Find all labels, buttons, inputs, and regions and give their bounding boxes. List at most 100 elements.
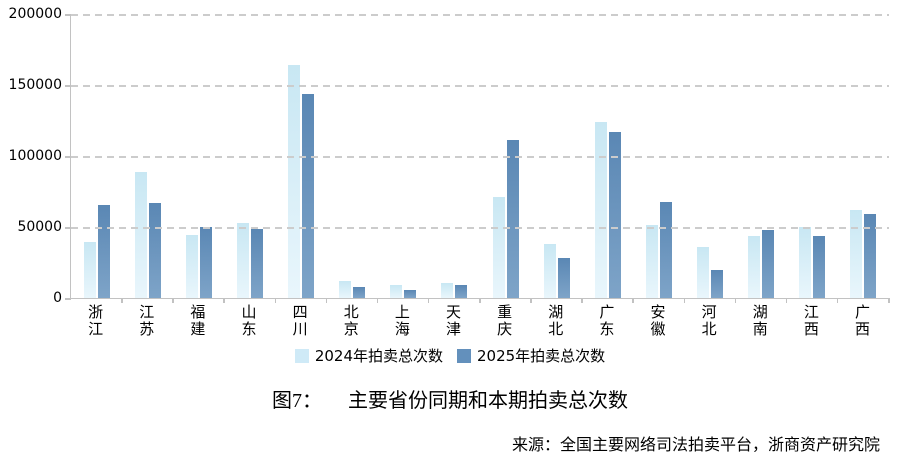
x-axis-label-cell: 广东 [581,304,632,338]
x-axis-label-cell: 上海 [377,304,428,338]
bar-2025 [557,257,570,298]
x-axis-label-cell: 天津 [428,304,479,338]
bar-2025 [148,202,161,298]
bar-group [71,204,122,298]
bar-group [378,284,429,298]
x-axis-labels: 浙江 江苏 福建 山东 四川 北京 上海 天津 重庆 湖北 广东 安徽 河北 湖南 江西 广西 [70,304,888,338]
bar-group [173,227,224,298]
x-axis-tick [427,298,430,303]
bar-2025 [455,285,468,298]
bar-2024 [288,65,301,298]
x-axis-label: 天津 [445,303,461,338]
x-axis-label-cell: 浙江 [70,304,121,338]
bar-group [787,227,838,298]
x-axis-label: 北京 [343,303,359,338]
y-axis-label: 200000 [8,6,62,22]
x-axis-label-cell: 四川 [275,304,326,338]
caption-number: 图7： [272,390,322,412]
x-axis-tick [888,298,890,303]
bar-2025 [608,131,621,298]
x-axis-tick [581,298,583,303]
bar-group [276,65,327,298]
bar-group [633,202,684,298]
bar-group [327,281,378,298]
y-axis-label: 0 [53,290,62,306]
legend-label-2025: 2025年拍卖总次数 [477,347,606,365]
bar-2024 [850,210,863,298]
source-note: 来源：全国主要网络司法拍卖平台，浙商资产研究院 [511,437,880,454]
x-axis-label: 浙江 [88,303,104,338]
legend: 2024年拍卖总次数 2025年拍卖总次数 [0,345,900,366]
caption-title: 主要省份同期和本期拍卖总次数 [348,390,628,412]
x-axis-label: 湖北 [548,303,564,338]
x-axis-tick [836,298,839,303]
y-axis-label: 50000 [17,219,62,235]
x-axis-label: 上海 [394,303,410,338]
x-axis-label: 福建 [190,303,206,338]
x-axis-tick [376,298,379,303]
bar-2024 [594,121,607,298]
x-axis-label-cell: 河北 [684,304,735,338]
x-axis-label: 广西 [854,303,870,338]
y-axis-label: 150000 [8,77,62,93]
x-axis-label: 河北 [701,303,717,338]
bar-2025 [250,229,263,298]
bar-group [838,210,889,298]
bars-row [71,14,889,298]
bar-group [429,282,480,298]
bar-2024 [492,196,505,298]
bar-2025 [404,289,417,298]
legend-swatch-2025-icon [457,348,471,363]
x-axis-label-cell: 重庆 [479,304,530,338]
y-axis-tick [65,227,71,229]
x-axis-tick [734,298,737,303]
x-axis-label-cell: 江西 [786,304,837,338]
y-axis-tick [65,156,71,158]
x-axis-label-cell: 福建 [172,304,223,338]
bar-2025 [302,94,315,298]
x-axis-label: 江苏 [139,303,155,338]
legend-label-2024: 2024年拍卖总次数 [314,347,443,365]
y-axis-tick [65,14,71,16]
x-axis-tick [479,298,481,303]
legend-item-2024: 2024年拍卖总次数 [294,345,443,366]
x-axis-label-cell: 湖南 [735,304,786,338]
y-axis-tick [65,298,71,300]
bar-2025 [762,230,775,298]
gridline [71,156,889,158]
y-axis-tick [65,85,71,87]
x-axis-label: 四川 [292,303,308,338]
bar-2025 [353,287,366,298]
gridline [71,85,889,87]
bar-2024 [339,281,352,298]
bar-group [122,172,173,298]
x-axis-tick [325,298,328,303]
legend-swatch-2024-icon [294,348,309,363]
bar-2024 [83,241,96,298]
x-axis-tick [785,298,788,303]
bar-2024 [799,227,812,298]
bar-2024 [441,282,454,298]
x-axis-label-cell: 广西 [837,304,888,338]
bar-2024 [134,172,147,298]
bar-2025 [659,202,672,298]
bar-2024 [748,235,761,298]
bar-2024 [390,284,403,298]
bar-2025 [97,204,110,298]
bar-group [224,222,275,298]
x-axis-tick [274,298,276,303]
bar-2025 [813,236,826,298]
x-axis-label: 重庆 [497,303,513,338]
figure-caption: 图7： 主要省份同期和本期拍卖总次数 [0,384,900,413]
bar-2025 [864,214,877,298]
x-axis-label: 山东 [241,303,257,338]
bar-2024 [645,224,658,298]
bar-2025 [506,139,519,298]
x-axis-label: 江西 [803,303,819,338]
gridline [71,227,889,229]
bar-2024 [185,234,198,298]
x-axis-tick [683,298,685,303]
gridline [71,14,889,16]
bar-group [582,121,633,298]
